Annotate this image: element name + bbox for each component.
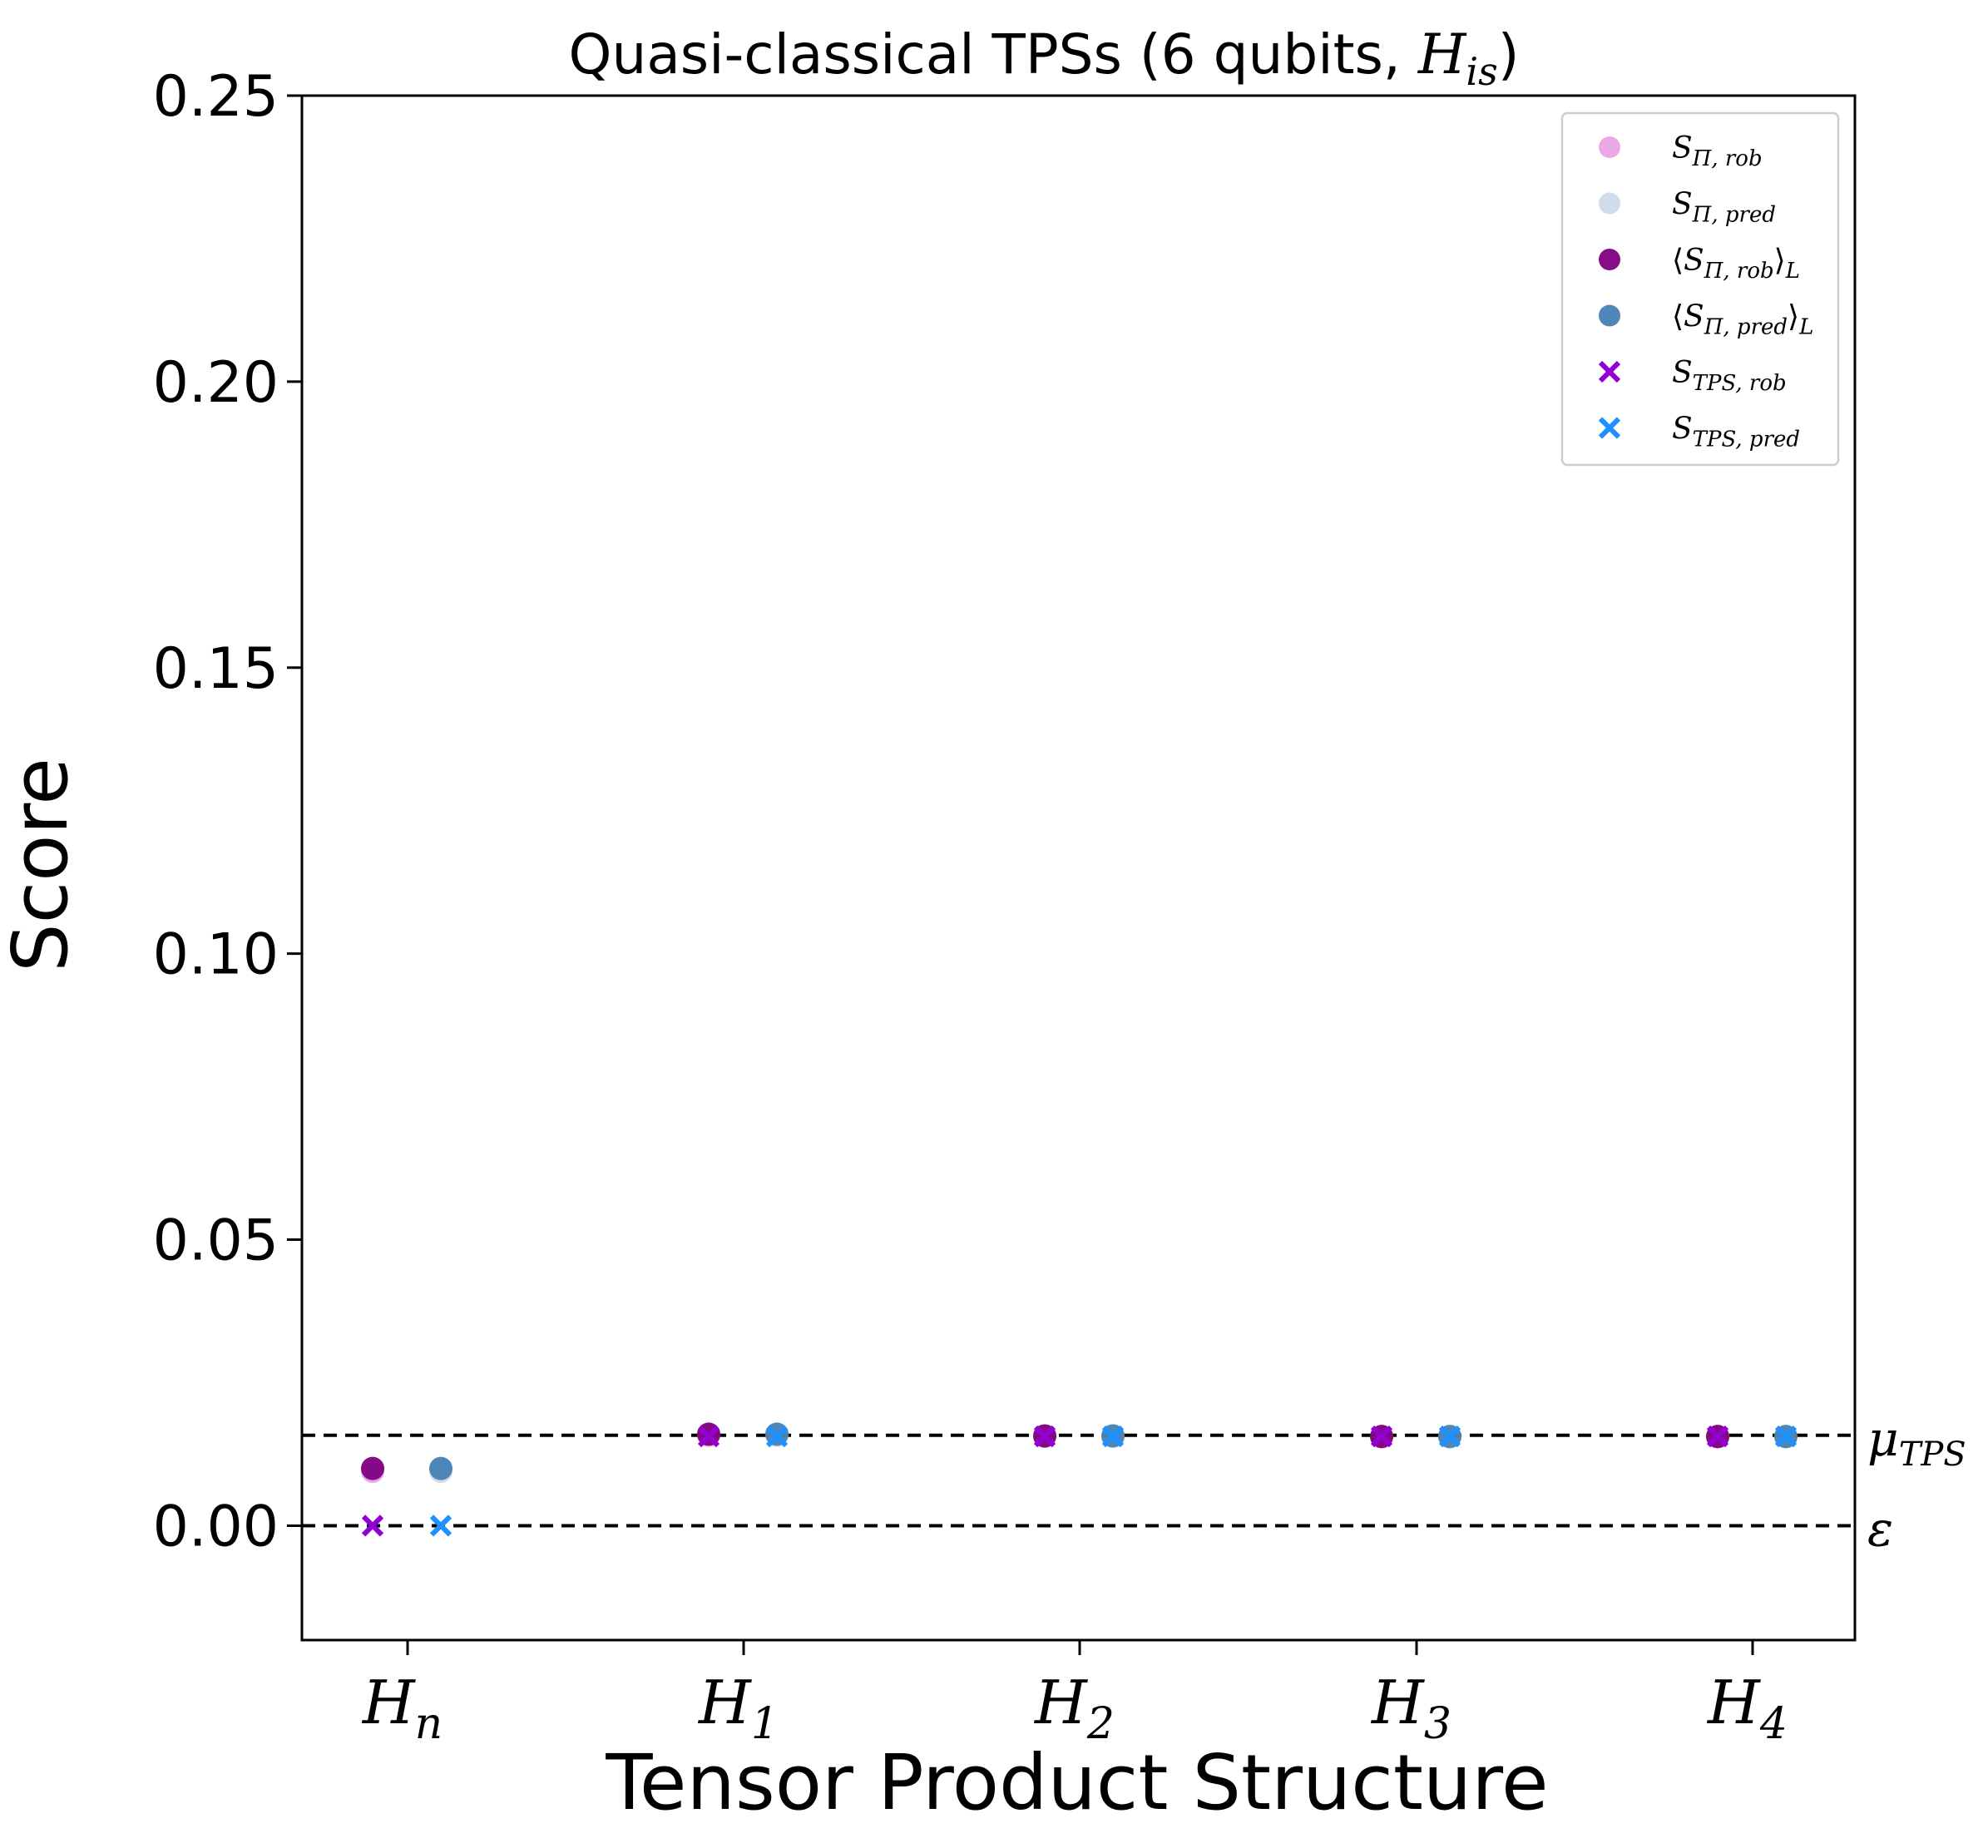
x-tick-label-sub: n [415,1699,443,1749]
legend-entry-label: STPS, pred [1672,413,1800,452]
data-point-pred-x [765,1426,789,1448]
chart-title-math: H [1417,22,1467,86]
data-point-rob-circle [361,1456,384,1480]
legend: SΠ, rob SΠ, pred ⟨SΠ, rob⟩L ⟨SΠ, pred⟩L STPS… [1560,111,1840,467]
y-tick-label: 0.05 [153,1208,279,1274]
legend-marker [1598,360,1621,383]
x-tick-label-sub: 4 [1759,1699,1788,1749]
legend-marker [1599,304,1620,327]
x-tick-label-sub: 3 [1424,1699,1451,1749]
reference-line-label: ε [1867,1500,1893,1557]
reference-line-label-sub: TPS [1899,1435,1966,1474]
chart-title: Quasi-classical TPSs (6 qubits, His) [569,22,1520,94]
legend-entry-label: STPS, rob [1672,356,1787,396]
y-axis-label: Score [0,758,85,972]
data-point-rob-x [361,1514,384,1537]
x-tick-label-base: H [1033,1668,1088,1737]
reference-line-label: μTPS [1867,1411,1966,1474]
x-tick-label: H2 [1033,1668,1115,1749]
x-tick-label: H4 [1706,1668,1788,1749]
x-tick-label-base: H [361,1668,416,1737]
reference-line-label-base: ε [1867,1500,1893,1557]
chart-title-prefix: Quasi-classical TPSs (6 qubits, [569,22,1418,86]
legend-entry-label: SΠ, rob [1672,131,1763,171]
y-tick-label: 0.00 [153,1494,279,1559]
data-point-pred-x [429,1514,452,1537]
legend-marker [1598,417,1621,439]
data-point-rob-x [1033,1426,1056,1448]
legend-entry-label: ⟨SΠ, rob⟩L [1672,244,1800,284]
legend-marker [1599,136,1620,158]
chart-title-math-sub: is [1466,49,1497,94]
data-point-pred-circle [429,1456,452,1480]
legend-entry-label: ⟨SΠ, pred⟩L [1672,300,1813,340]
legend-marker [1599,192,1620,215]
data-point-pred-x [1101,1426,1125,1448]
x-tick-label-sub: 1 [751,1699,779,1749]
x-tick-label: H3 [1370,1668,1451,1749]
data-points [361,1422,1798,1537]
x-tick-label-base: H [1370,1668,1425,1737]
x-tick-label: Hn [361,1668,443,1749]
y-tick-label: 0.25 [153,64,279,130]
x-tick-label-sub: 2 [1086,1699,1115,1749]
plot-area-frame [300,94,1857,1642]
legend-box [1560,111,1840,467]
data-point-rob-x [1370,1426,1393,1448]
x-tick-label-base: H [1706,1668,1761,1737]
y-tick-label: 0.15 [153,636,279,702]
chart-title-suffix: ) [1498,22,1520,86]
data-point-pred-x [1438,1426,1461,1448]
legend-entry-label: SΠ, pred [1672,188,1776,228]
reference-line-label-base: μ [1867,1411,1899,1467]
data-point-rob-x [697,1426,720,1448]
x-tick-label: H1 [697,1668,779,1749]
x-axis-label: Tensor Product Structure [605,1738,1548,1827]
data-point-rob-x [1706,1426,1729,1448]
y-tick-label: 0.20 [153,350,279,416]
y-tick-label: 0.10 [153,922,279,988]
x-tick-label-base: H [697,1668,752,1737]
legend-marker [1599,249,1620,270]
data-point-pred-x [1774,1426,1798,1448]
